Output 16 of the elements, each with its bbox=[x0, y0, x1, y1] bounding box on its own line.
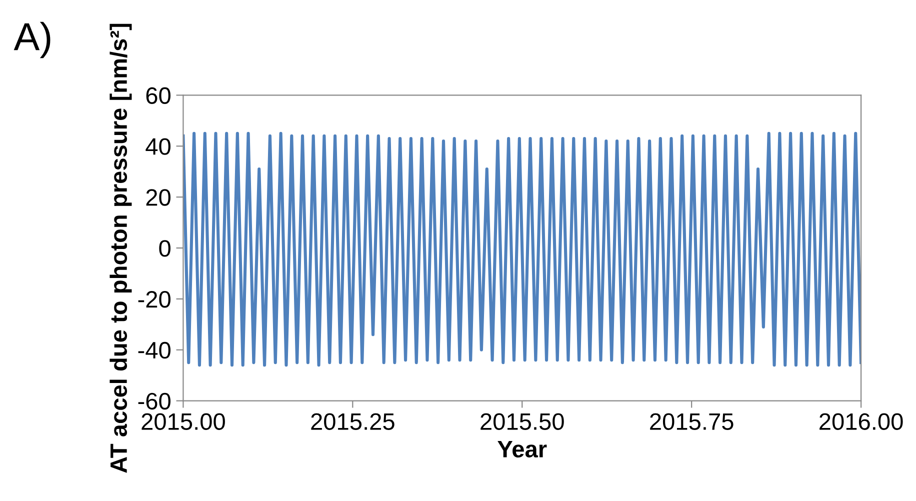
y-tick-label: -40 bbox=[138, 342, 170, 359]
y-tick-label: -60 bbox=[138, 392, 170, 410]
x-tick-label: 2015.25 bbox=[311, 413, 394, 430]
y-tick-label: 0 bbox=[159, 240, 170, 257]
x-axis-title: Year bbox=[498, 441, 547, 458]
line-series bbox=[183, 132, 862, 367]
x-tick-label: 2015.00 bbox=[142, 413, 225, 430]
y-tick-label: -20 bbox=[138, 291, 170, 308]
x-tick-label: 2015.50 bbox=[480, 413, 564, 430]
x-tick-label: 2016.00 bbox=[820, 413, 903, 430]
y-tick-label: 60 bbox=[146, 87, 170, 104]
y-axis-title: AT accel due to photon pressure [nm/s²] bbox=[110, 24, 132, 473]
x-tick-label: 2015.75 bbox=[650, 413, 734, 430]
y-tick-label: 40 bbox=[146, 138, 170, 155]
y-tick-label: 20 bbox=[146, 189, 170, 206]
chart-title: A) bbox=[14, 22, 50, 58]
